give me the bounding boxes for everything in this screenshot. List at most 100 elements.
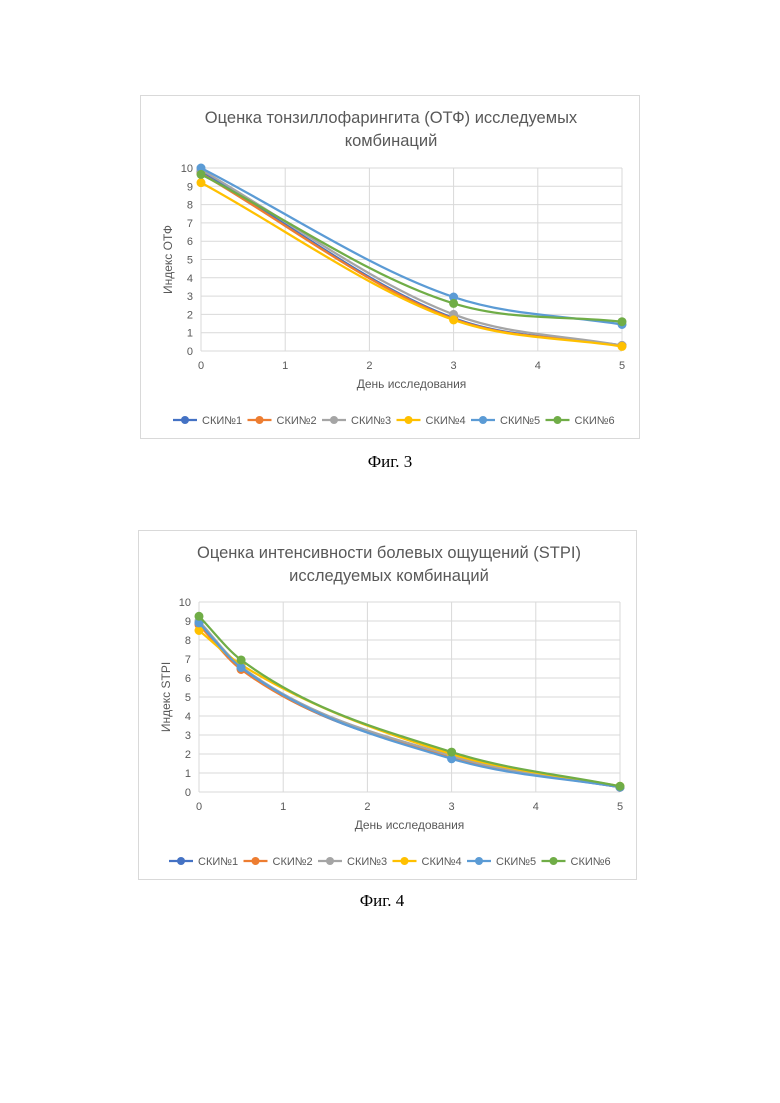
- y-tick-label: 2: [187, 309, 193, 321]
- legend-item: СКИ№6: [546, 415, 615, 427]
- data-point: [618, 318, 626, 326]
- legend-swatch-marker: [405, 416, 413, 424]
- data-point: [450, 299, 458, 307]
- y-tick-label: 7: [187, 218, 193, 230]
- y-tick-label: 5: [187, 255, 193, 267]
- x-tick-label: 5: [619, 360, 625, 372]
- series-line: [199, 616, 620, 786]
- y-tick-label: 2: [185, 749, 191, 761]
- y-tick-label: 8: [185, 635, 191, 647]
- legend: СКИ№1 СКИ№2 СКИ№3 СКИ№4 СКИ№5 СКИ№6: [169, 856, 611, 868]
- x-tick-label: 0: [198, 360, 204, 372]
- series-line: [199, 623, 620, 787]
- x-tick-label: 1: [282, 360, 288, 372]
- data-point: [197, 170, 205, 178]
- data-point: [195, 627, 203, 635]
- x-tick-label: 2: [366, 360, 372, 372]
- y-tick-label: 6: [187, 236, 193, 248]
- series-line: [201, 170, 622, 346]
- legend-label: СКИ№2: [273, 856, 313, 868]
- legend-item: СКИ№5: [467, 856, 536, 868]
- legend-item: СКИ№3: [318, 856, 387, 868]
- legend-label: СКИ№3: [351, 415, 391, 427]
- x-tick-label: 2: [364, 801, 370, 813]
- legend-label: СКИ№5: [500, 415, 540, 427]
- legend-item: СКИ№3: [322, 415, 391, 427]
- y-tick-label: 6: [185, 673, 191, 685]
- y-tick-label: 8: [187, 200, 193, 212]
- series-3: [195, 617, 624, 791]
- series-5: [195, 619, 624, 791]
- legend-label: СКИ№1: [202, 415, 242, 427]
- y-tick-label: 10: [181, 163, 193, 175]
- y-tick-label: 3: [187, 291, 193, 303]
- x-axis-label: День исследования: [355, 818, 465, 832]
- y-tick-label: 5: [185, 692, 191, 704]
- legend-swatch-marker: [326, 857, 334, 865]
- x-tick-label: 3: [449, 801, 455, 813]
- series-6: [195, 612, 624, 790]
- legend-label: СКИ№3: [347, 856, 387, 868]
- x-axis-label: День исследования: [357, 377, 467, 391]
- legend-swatch-marker: [479, 416, 487, 424]
- series-line: [199, 621, 620, 787]
- legend-label: СКИ№1: [198, 856, 238, 868]
- legend-swatch-marker: [550, 857, 558, 865]
- legend-label: СКИ№4: [426, 415, 466, 427]
- data-point: [448, 748, 456, 756]
- series-line: [199, 631, 620, 787]
- y-tick-label: 4: [187, 273, 193, 285]
- data-point: [195, 612, 203, 620]
- legend-swatch-marker: [330, 416, 338, 424]
- chart-stpi-svg: Оценка интенсивности болевых ощущений (S…: [139, 531, 638, 881]
- legend-label: СКИ№2: [277, 415, 317, 427]
- chart-title-line2: комбинаций: [345, 132, 438, 150]
- y-tick-label: 1: [187, 328, 193, 340]
- series-line: [199, 623, 620, 787]
- legend-swatch-marker: [401, 857, 409, 865]
- gridlines: [199, 602, 620, 792]
- y-tick-label: 10: [179, 597, 191, 609]
- x-tick-label: 5: [617, 801, 623, 813]
- y-tick-label: 4: [185, 711, 191, 723]
- y-tick-label: 1: [185, 768, 191, 780]
- series-1: [195, 619, 624, 791]
- legend-item: СКИ№2: [244, 856, 313, 868]
- y-tick-label: 9: [187, 181, 193, 193]
- legend-swatch-marker: [181, 416, 189, 424]
- chart-title-line2: исследуемых комбинаций: [289, 567, 489, 585]
- y-tick-label: 0: [185, 787, 191, 799]
- data-point: [197, 179, 205, 187]
- legend-label: СКИ№4: [422, 856, 462, 868]
- legend-item: СКИ№4: [397, 415, 466, 427]
- legend-swatch-marker: [256, 416, 264, 424]
- x-tick-label: 3: [451, 360, 457, 372]
- legend-swatch-marker: [252, 857, 260, 865]
- legend-item: СКИ№4: [393, 856, 462, 868]
- series-line: [199, 625, 620, 787]
- series-line: [201, 172, 622, 346]
- data-point: [237, 656, 245, 664]
- data-point: [618, 342, 626, 350]
- x-tick-label: 4: [535, 360, 541, 372]
- data-point: [450, 316, 458, 324]
- legend-item: СКИ№1: [173, 415, 242, 427]
- legend-label: СКИ№5: [496, 856, 536, 868]
- legend-item: СКИ№6: [542, 856, 611, 868]
- data-point: [237, 664, 245, 672]
- legend: СКИ№1 СКИ№2 СКИ№3 СКИ№4 СКИ№5 СКИ№6: [173, 415, 615, 427]
- y-tick-label: 0: [187, 346, 193, 358]
- x-tick-label: 1: [280, 801, 286, 813]
- y-tick-label: 3: [185, 730, 191, 742]
- x-tick-label: 4: [533, 801, 539, 813]
- y-tick-label: 9: [185, 616, 191, 628]
- data-point: [616, 782, 624, 790]
- y-tick-label: 7: [185, 654, 191, 666]
- legend-label: СКИ№6: [575, 415, 615, 427]
- gridlines: [201, 168, 622, 351]
- chart-otf-svg: Оценка тонзиллофарингита (ОТФ) исследуем…: [141, 96, 641, 440]
- series-3: [197, 166, 626, 350]
- x-tick-label: 0: [196, 801, 202, 813]
- y-axis-label: Индекс ОТФ: [161, 225, 175, 294]
- legend-item: СКИ№5: [471, 415, 540, 427]
